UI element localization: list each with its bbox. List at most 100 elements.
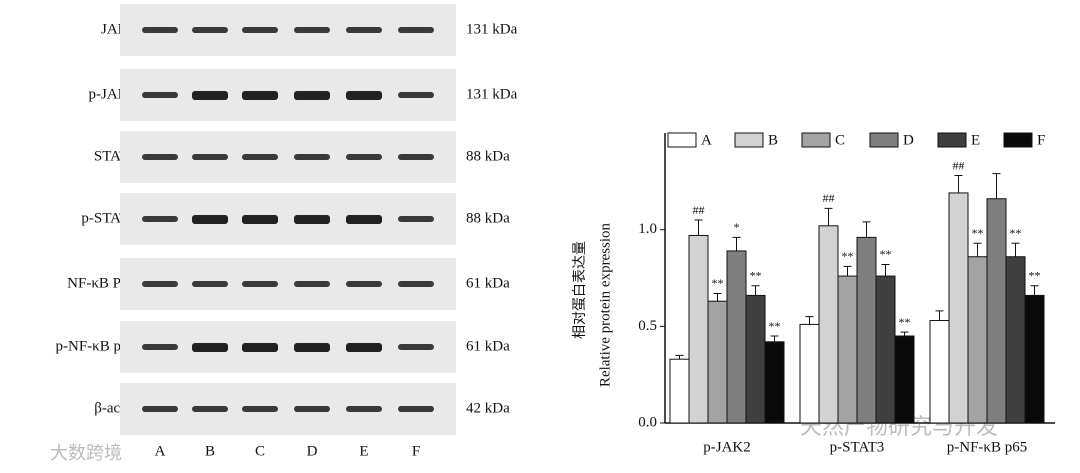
error-bar bbox=[843, 265, 852, 277]
y-tick-label: 0.5 bbox=[638, 318, 657, 334]
legend-swatch bbox=[801, 132, 831, 148]
bar bbox=[726, 250, 747, 424]
significance: ** bbox=[712, 276, 724, 290]
bar bbox=[929, 320, 950, 424]
significance: ## bbox=[953, 158, 965, 172]
blot-band bbox=[192, 281, 228, 287]
blot-band bbox=[294, 215, 330, 224]
error-bar bbox=[770, 335, 779, 342]
error-bar bbox=[935, 310, 944, 321]
blot-band bbox=[294, 406, 330, 412]
blot-band bbox=[142, 27, 178, 33]
blot-band bbox=[346, 91, 382, 100]
blot-size: 42 kDa bbox=[466, 400, 510, 416]
bar bbox=[986, 198, 1007, 424]
blot-band bbox=[346, 27, 382, 33]
significance: ** bbox=[880, 247, 892, 261]
bar bbox=[856, 236, 877, 424]
blot-band bbox=[398, 154, 434, 160]
blot-band bbox=[346, 281, 382, 287]
lane-label: D bbox=[307, 443, 318, 459]
lane-label: B bbox=[205, 443, 215, 459]
blot-band bbox=[294, 281, 330, 287]
blot-band bbox=[192, 215, 228, 224]
bar bbox=[894, 335, 915, 424]
error-bar bbox=[1030, 285, 1039, 296]
lane-label: F bbox=[412, 443, 420, 459]
blot-band bbox=[142, 344, 178, 350]
error-bar bbox=[881, 263, 890, 277]
bar bbox=[764, 341, 785, 424]
blot-band bbox=[398, 216, 434, 222]
blot-band bbox=[192, 91, 228, 100]
blot-band bbox=[192, 27, 228, 33]
bar bbox=[967, 256, 988, 424]
error-bar bbox=[973, 242, 982, 257]
x-tick-label: p-JAK2 bbox=[703, 439, 751, 455]
bar bbox=[799, 323, 820, 424]
x-tick-label: p-NF-κB p65 bbox=[947, 439, 1027, 455]
bar bbox=[688, 234, 709, 424]
legend-label: A bbox=[701, 132, 712, 148]
lane-label: A bbox=[155, 443, 166, 459]
error-bar bbox=[805, 316, 814, 325]
blot-band bbox=[398, 406, 434, 412]
legend-swatch bbox=[937, 132, 967, 148]
blot-band bbox=[242, 281, 278, 287]
watermark: 大数跨境 bbox=[50, 443, 122, 464]
y-tick-label: 0.0 bbox=[638, 414, 657, 430]
blot-band bbox=[242, 215, 278, 224]
bar bbox=[707, 300, 728, 424]
bar bbox=[1005, 256, 1026, 424]
legend-label: C bbox=[835, 132, 845, 148]
blot-band bbox=[294, 91, 330, 100]
y-label: Relative protein expression bbox=[597, 222, 613, 387]
blot-band bbox=[346, 154, 382, 160]
blot-band bbox=[192, 406, 228, 412]
error-bar bbox=[824, 207, 833, 226]
legend-swatch bbox=[869, 132, 899, 148]
significance: ## bbox=[693, 203, 705, 217]
blot-band bbox=[346, 343, 382, 352]
legend-label: D bbox=[903, 132, 914, 148]
blot-label: p-NF-κB p65 bbox=[56, 338, 136, 354]
error-bar bbox=[713, 292, 722, 302]
blot-band bbox=[398, 92, 434, 98]
legend-label: F bbox=[1037, 132, 1045, 148]
blot-size: 88 kDa bbox=[466, 210, 510, 226]
blot-band bbox=[294, 27, 330, 33]
bar bbox=[875, 275, 896, 424]
bar bbox=[1024, 294, 1045, 424]
blot-size: 88 kDa bbox=[466, 148, 510, 164]
error-bar bbox=[751, 285, 760, 296]
blot-band bbox=[242, 27, 278, 33]
blot-label: NF-κB P65 bbox=[67, 275, 136, 291]
significance: ** bbox=[842, 249, 854, 263]
bar bbox=[837, 275, 858, 424]
error-bar bbox=[1011, 242, 1020, 257]
bar bbox=[818, 225, 839, 424]
significance: ** bbox=[750, 268, 762, 282]
lane-label: E bbox=[359, 443, 368, 459]
blot-band bbox=[346, 215, 382, 224]
blot-band bbox=[242, 343, 278, 352]
error-bar bbox=[675, 354, 684, 360]
legend-swatch bbox=[667, 132, 697, 148]
blot-band bbox=[398, 281, 434, 287]
y-tick-label: 1.0 bbox=[638, 221, 657, 237]
blot-size: 61 kDa bbox=[466, 338, 510, 354]
blot-size: 61 kDa bbox=[466, 275, 510, 291]
blot-band bbox=[242, 406, 278, 412]
error-bar bbox=[992, 173, 1001, 199]
bar bbox=[669, 358, 690, 424]
legend-swatch bbox=[1003, 132, 1033, 148]
lane-label: C bbox=[255, 443, 265, 459]
blot-band bbox=[142, 406, 178, 412]
bar bbox=[948, 192, 969, 424]
blot-band bbox=[346, 406, 382, 412]
significance: ## bbox=[823, 191, 835, 205]
blot-band bbox=[192, 154, 228, 160]
blot-band bbox=[242, 154, 278, 160]
error-bar bbox=[862, 221, 871, 238]
